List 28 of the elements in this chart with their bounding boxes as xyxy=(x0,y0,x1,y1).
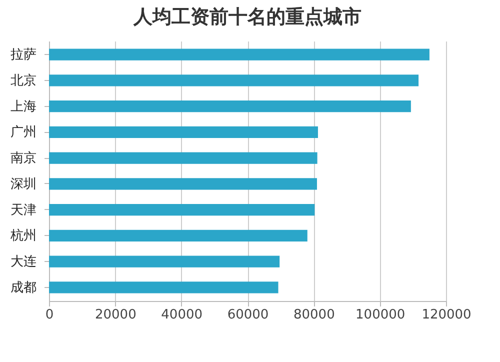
x-tick-label: 60000 xyxy=(227,308,269,322)
x-tick-label: 40000 xyxy=(161,308,203,322)
y-tick-label: 大连 xyxy=(10,254,36,270)
bar xyxy=(49,204,315,216)
y-tick-label: 上海 xyxy=(10,99,36,114)
bar xyxy=(49,126,318,138)
bar xyxy=(49,100,411,112)
chart-title: 人均工资前十名的重点城市 xyxy=(132,6,362,28)
bar xyxy=(49,152,318,164)
bar xyxy=(49,74,419,86)
y-tick-label: 广州 xyxy=(10,125,36,140)
y-tick-label: 成都 xyxy=(10,280,36,296)
y-tick-label: 拉萨 xyxy=(10,48,36,63)
x-tick-label: 0 xyxy=(45,308,54,322)
y-tick-label: 北京 xyxy=(10,73,36,88)
bar xyxy=(49,48,430,60)
y-tick-label: 南京 xyxy=(10,151,36,166)
bar xyxy=(49,256,280,268)
bar xyxy=(49,178,317,190)
bar xyxy=(49,282,278,294)
bar xyxy=(49,230,308,242)
x-tick-label: 120000 xyxy=(422,308,472,322)
x-tick-label: 80000 xyxy=(293,308,335,322)
x-tick-label: 20000 xyxy=(94,308,136,322)
x-tick-label: 100000 xyxy=(356,308,406,322)
y-tick-label: 天津 xyxy=(10,202,36,218)
y-tick-label: 杭州 xyxy=(10,228,36,244)
y-tick-label: 深圳 xyxy=(10,176,36,192)
